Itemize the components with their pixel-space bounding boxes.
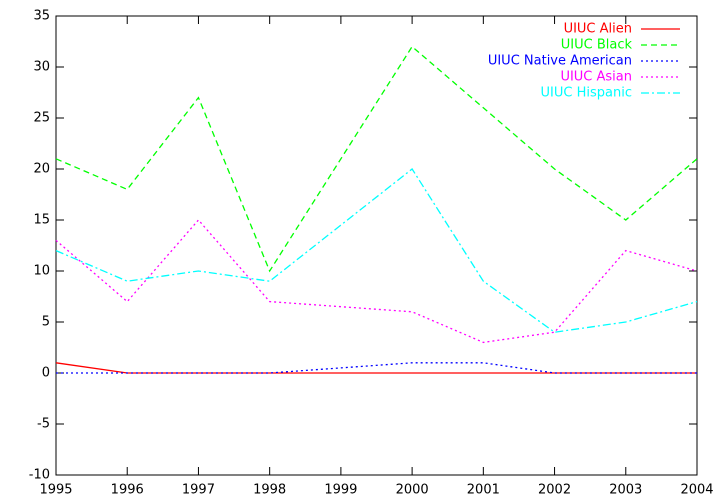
x-tick-label: 1998 — [253, 483, 286, 498]
x-tick-label: 1999 — [324, 483, 357, 498]
series-line — [56, 362, 697, 374]
plot-border — [55, 15, 698, 476]
series-line — [55, 45, 698, 273]
x-tick-label: 2001 — [467, 483, 500, 498]
x-tick-label: 1995 — [39, 483, 72, 498]
y-tick-label: 10 — [33, 264, 50, 279]
y-tick-label: 25 — [33, 111, 50, 126]
x-tick-label: 2004 — [680, 483, 713, 498]
x-tick-label: 2002 — [538, 483, 571, 498]
series-line — [55, 168, 698, 333]
y-tick-label: 35 — [33, 9, 50, 24]
x-tick-label: 1997 — [182, 483, 215, 498]
legend-label: UIUC Hispanic — [541, 86, 632, 101]
y-tick-label: -10 — [29, 468, 50, 483]
x-tick-label: 2003 — [609, 483, 642, 498]
y-tick-label: 15 — [33, 213, 50, 228]
y-tick-label: -5 — [37, 417, 50, 432]
y-tick-label: 0 — [42, 366, 50, 381]
y-tick-label: 20 — [33, 162, 50, 177]
series-line — [55, 362, 697, 374]
y-tick-label: 30 — [33, 60, 50, 75]
legend-label: UIUC Black — [561, 38, 633, 53]
x-tick-label: 2000 — [396, 483, 429, 498]
legend-label: UIUC Native American — [488, 54, 632, 69]
x-tick-label: 1996 — [111, 483, 144, 498]
legend-label: UIUC Asian — [560, 70, 632, 85]
legend-label: UIUC Alien — [564, 22, 632, 37]
y-tick-label: 5 — [42, 315, 50, 330]
series-line — [55, 219, 698, 344]
